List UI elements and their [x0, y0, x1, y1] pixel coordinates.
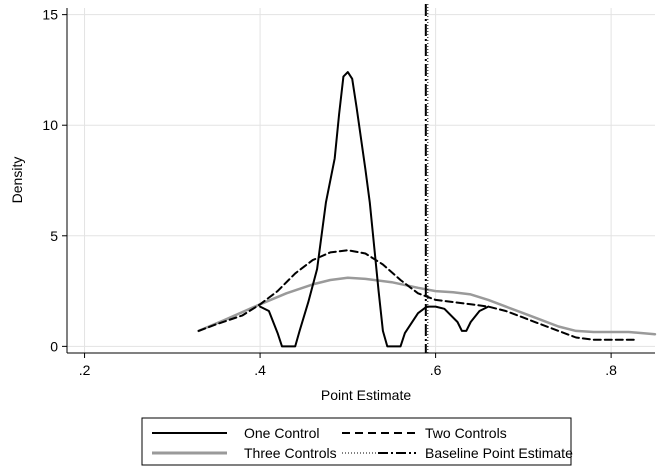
- x-tick-label: .2: [79, 362, 91, 378]
- y-tick-label: 15: [42, 7, 58, 23]
- x-tick-label: .6: [430, 362, 442, 378]
- axes: 0 5 10 15 .2 .4 .6 .8: [42, 7, 655, 378]
- x-tick-label: .4: [254, 362, 266, 378]
- series-layer: [197, 4, 657, 353]
- legend-label-three-controls: Three Controls: [244, 445, 337, 461]
- legend-box: [141, 417, 572, 466]
- y-tick-label: 10: [42, 117, 58, 133]
- y-tick-label: 0: [50, 338, 58, 354]
- plot-background: [67, 8, 655, 353]
- legend-label-baseline: Baseline Point Estimate: [425, 445, 573, 461]
- gridlines: [67, 8, 655, 353]
- legend: One Control Two Controls Three Controls …: [141, 417, 573, 466]
- x-tick-label: .8: [605, 362, 617, 378]
- y-tick-label: 5: [50, 228, 58, 244]
- series-three-controls-line: [197, 276, 657, 336]
- series-one-control-line: [259, 71, 490, 348]
- x-axis-label: Point Estimate: [321, 387, 411, 403]
- legend-label-one-control: One Control: [244, 425, 319, 441]
- series-two-controls-line: [197, 249, 639, 341]
- legend-label-two-controls: Two Controls: [425, 425, 507, 441]
- y-axis-label: Density: [9, 157, 25, 204]
